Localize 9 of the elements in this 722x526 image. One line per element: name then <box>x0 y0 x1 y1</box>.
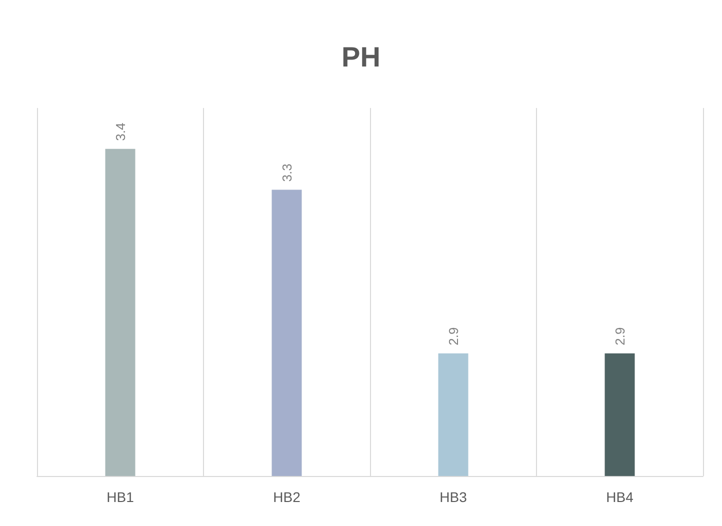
data-label: 2.9 <box>612 327 628 346</box>
x-tick-label: HB2 <box>273 489 301 505</box>
chart-title: PH <box>342 42 380 72</box>
data-label: 3.3 <box>279 164 294 182</box>
x-tick-label: HB4 <box>606 489 634 505</box>
data-label: 3.4 <box>112 122 128 141</box>
x-tick-label: HB3 <box>440 489 468 505</box>
x-tick-label: HB1 <box>106 489 134 505</box>
data-label: 2.9 <box>446 327 461 346</box>
